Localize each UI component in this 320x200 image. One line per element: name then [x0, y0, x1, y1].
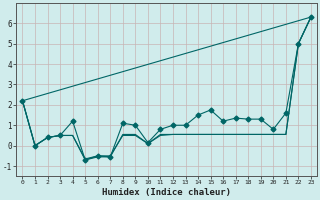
X-axis label: Humidex (Indice chaleur): Humidex (Indice chaleur) [102, 188, 231, 197]
